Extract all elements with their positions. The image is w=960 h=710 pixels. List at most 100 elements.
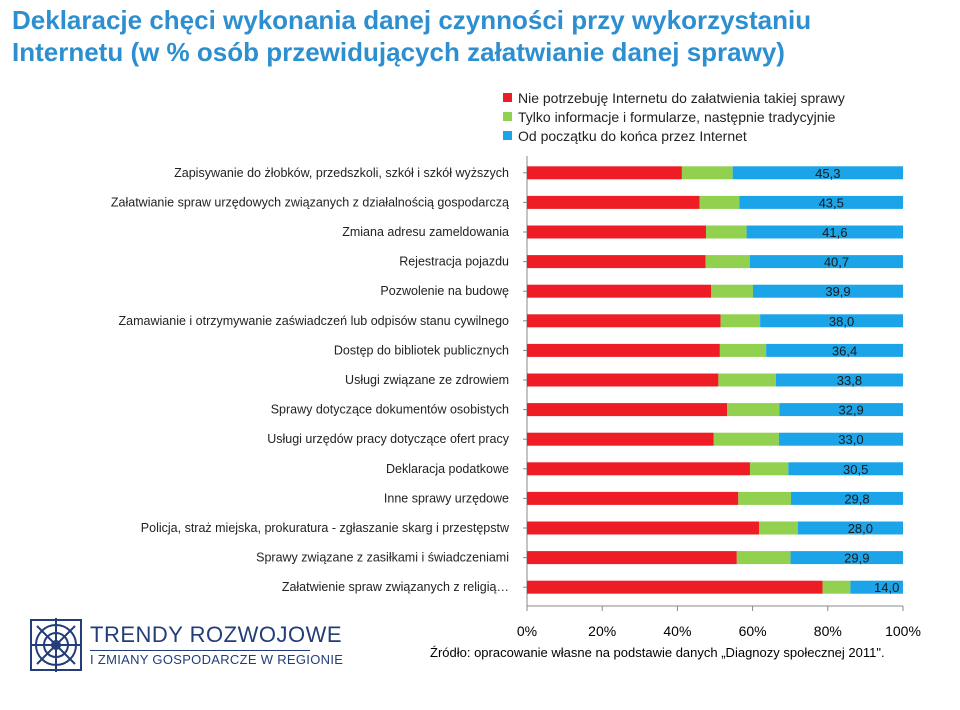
- category-label: Załatwianie spraw urzędowych związanych …: [111, 195, 509, 209]
- bar-segment-series-1: [822, 580, 851, 594]
- bar-segment-series-2: [766, 343, 903, 357]
- bar-segment-series-2: [797, 521, 903, 535]
- bar-segment-series-2: [739, 195, 903, 209]
- legend-item-offline: Nie potrzebuję Internetu do załatwienia …: [503, 88, 845, 107]
- logo-subtitle: I ZMIANY GOSPODARCZE W REGIONIE: [90, 652, 344, 667]
- chart-title-line-1: Deklaracje chęci wykonania danej czynnoś…: [12, 5, 812, 35]
- bar-segment-series-0: [527, 462, 750, 476]
- legend-item-partial: Tylko informacje i formularze, następnie…: [503, 107, 845, 126]
- data-label: 30,5: [843, 462, 868, 477]
- legend-label-partial: Tylko informacje i formularze, następnie…: [518, 108, 836, 125]
- logo-divider: [90, 650, 310, 651]
- data-label: 29,9: [844, 551, 869, 566]
- data-label: 14,0: [874, 580, 899, 595]
- category-label: Zmiana adresu zameldowania: [342, 225, 509, 239]
- bar-segment-series-1: [736, 551, 791, 565]
- data-label: 29,8: [844, 491, 869, 506]
- bar-segment-series-1: [705, 225, 747, 239]
- category-label: Rejestracja pojazdu: [399, 255, 509, 269]
- bar-segment-series-2: [746, 225, 903, 239]
- bar-segment-series-1: [713, 432, 779, 446]
- data-label: 28,0: [848, 521, 873, 536]
- category-label: Deklaracja podatkowe: [386, 462, 509, 476]
- bar-segment-series-1: [681, 166, 733, 180]
- legend-swatch-partial: [503, 112, 512, 121]
- bar-segment-series-1: [720, 314, 761, 328]
- data-label: 43,5: [819, 195, 844, 210]
- bar-segment-series-0: [527, 432, 714, 446]
- category-label: Pozwolenie na budowę: [380, 284, 509, 298]
- bar-segment-series-0: [527, 255, 706, 269]
- bar-segment-series-1: [705, 255, 750, 269]
- data-label: 45,3: [815, 166, 840, 181]
- bar-segment-series-2: [732, 166, 903, 180]
- logo-emblem-icon: [30, 618, 82, 672]
- category-label: Policja, straż miejska, prokuratura - zg…: [141, 521, 510, 535]
- bar-segment-series-2: [752, 284, 903, 298]
- bar-segment-series-1: [718, 373, 776, 387]
- x-tick-label: 0%: [517, 623, 537, 639]
- bar-segment-series-2: [850, 580, 903, 594]
- source-note: Źródło: opracowanie własne na podstawie …: [430, 645, 885, 660]
- legend-swatch-offline: [503, 93, 512, 102]
- x-tick-label: 40%: [663, 623, 691, 639]
- legend-label-offline: Nie potrzebuję Internetu do załatwienia …: [518, 89, 845, 106]
- bar-segment-series-1: [719, 343, 767, 357]
- bar-segment-series-0: [527, 491, 739, 505]
- logo-title: TRENDY ROZWOJOWE: [90, 622, 343, 647]
- legend-label-online: Od początku do końca przez Internet: [518, 127, 747, 144]
- logo: TRENDY ROZWOJOWE I ZMIANY GOSPODARCZE W …: [28, 614, 343, 684]
- bar-segment-series-1: [749, 462, 789, 476]
- data-label: 32,9: [838, 403, 863, 418]
- category-label: Inne sprawy urzędowe: [384, 491, 509, 505]
- bar-segment-series-2: [790, 551, 903, 565]
- legend-swatch-online: [503, 131, 512, 140]
- bar-segment-series-2: [775, 373, 903, 387]
- bar-segment-series-0: [527, 551, 737, 565]
- bar-segment-series-0: [527, 166, 682, 180]
- category-label: Sprawy związane z zasiłkami i świadczeni…: [256, 551, 509, 565]
- bar-segment-series-2: [749, 255, 903, 269]
- legend: Nie potrzebuję Internetu do załatwienia …: [503, 88, 845, 145]
- category-label: Usługi związane ze zdrowiem: [345, 373, 509, 387]
- x-tick-label: 20%: [588, 623, 616, 639]
- bar-segment-series-2: [779, 403, 903, 417]
- chart-title-line-2: Internetu (w % osób przewidujących załat…: [12, 37, 785, 67]
- bar-segment-series-2: [790, 491, 903, 505]
- bar-segment-series-1: [699, 195, 740, 209]
- category-label: Zamawianie i otrzymywanie zaświadczeń lu…: [119, 314, 510, 328]
- stacked-bar-chart: Zapisywanie do żłobków, przedszkoli, szk…: [111, 156, 921, 639]
- bar-segment-series-2: [788, 462, 903, 476]
- bar-segment-series-1: [711, 284, 753, 298]
- bar-segment-series-0: [527, 284, 712, 298]
- plot-area: Zapisywanie do żłobków, przedszkoli, szk…: [111, 156, 921, 639]
- bar-segment-series-2: [778, 432, 903, 446]
- category-label: Sprawy dotyczące dokumentów osobistych: [271, 403, 509, 417]
- bar-segment-series-1: [758, 521, 798, 535]
- bar-segment-series-0: [527, 343, 720, 357]
- legend-item-online: Od początku do końca przez Internet: [503, 126, 845, 145]
- bar-segment-series-0: [527, 195, 700, 209]
- data-label: 38,0: [829, 314, 854, 329]
- data-label: 33,0: [838, 432, 863, 447]
- bar-segment-series-0: [527, 373, 719, 387]
- chart-title: Deklaracje chęci wykonania danej czynnoś…: [12, 4, 942, 68]
- bar-segment-series-1: [727, 403, 780, 417]
- bar-segment-series-0: [527, 580, 823, 594]
- bar-segment-series-0: [527, 403, 728, 417]
- bar-segment-series-0: [527, 225, 706, 239]
- x-tick-label: 60%: [739, 623, 767, 639]
- bar-segment-series-0: [527, 314, 721, 328]
- bar-segment-series-1: [738, 491, 791, 505]
- data-label: 39,9: [825, 284, 850, 299]
- category-label: Dostęp do bibliotek publicznych: [334, 343, 509, 357]
- x-tick-label: 100%: [885, 623, 921, 639]
- category-label: Zapisywanie do żłobków, przedszkoli, szk…: [174, 166, 509, 180]
- data-label: 41,6: [822, 225, 847, 240]
- data-label: 40,7: [824, 255, 849, 270]
- data-label: 36,4: [832, 343, 857, 358]
- category-label: Usługi urzędów pracy dotyczące ofert pra…: [267, 432, 510, 446]
- x-tick-label: 80%: [814, 623, 842, 639]
- bar-segment-series-0: [527, 521, 759, 535]
- category-label: Załatwienie spraw związanych z religią…: [282, 580, 509, 594]
